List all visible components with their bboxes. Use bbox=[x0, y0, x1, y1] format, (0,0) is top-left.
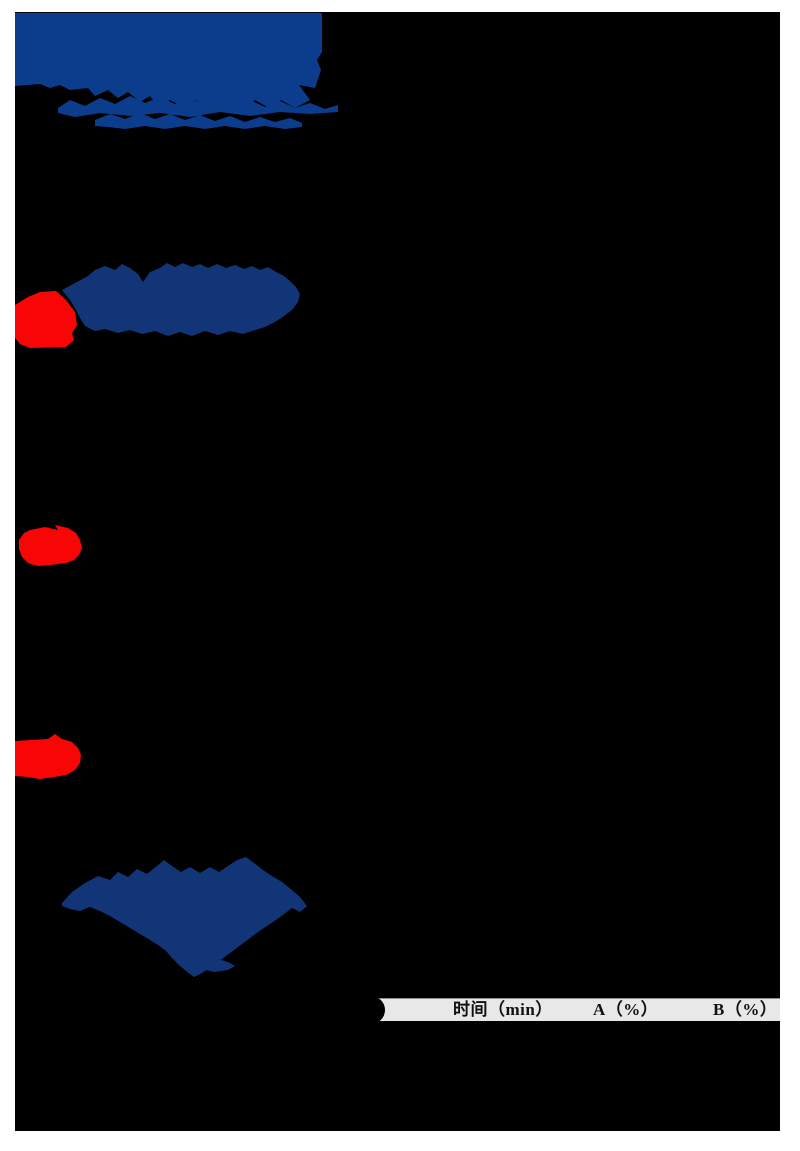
column-header-solvent-b: B（%） bbox=[713, 1000, 778, 1019]
column-header-time: 时间（min） bbox=[453, 1000, 553, 1019]
gradient-table-header-row: 时间（min） A（%） B（%） bbox=[378, 998, 780, 1021]
column-header-solvent-a: A（%） bbox=[593, 1000, 659, 1019]
black-content-area bbox=[15, 12, 780, 1131]
